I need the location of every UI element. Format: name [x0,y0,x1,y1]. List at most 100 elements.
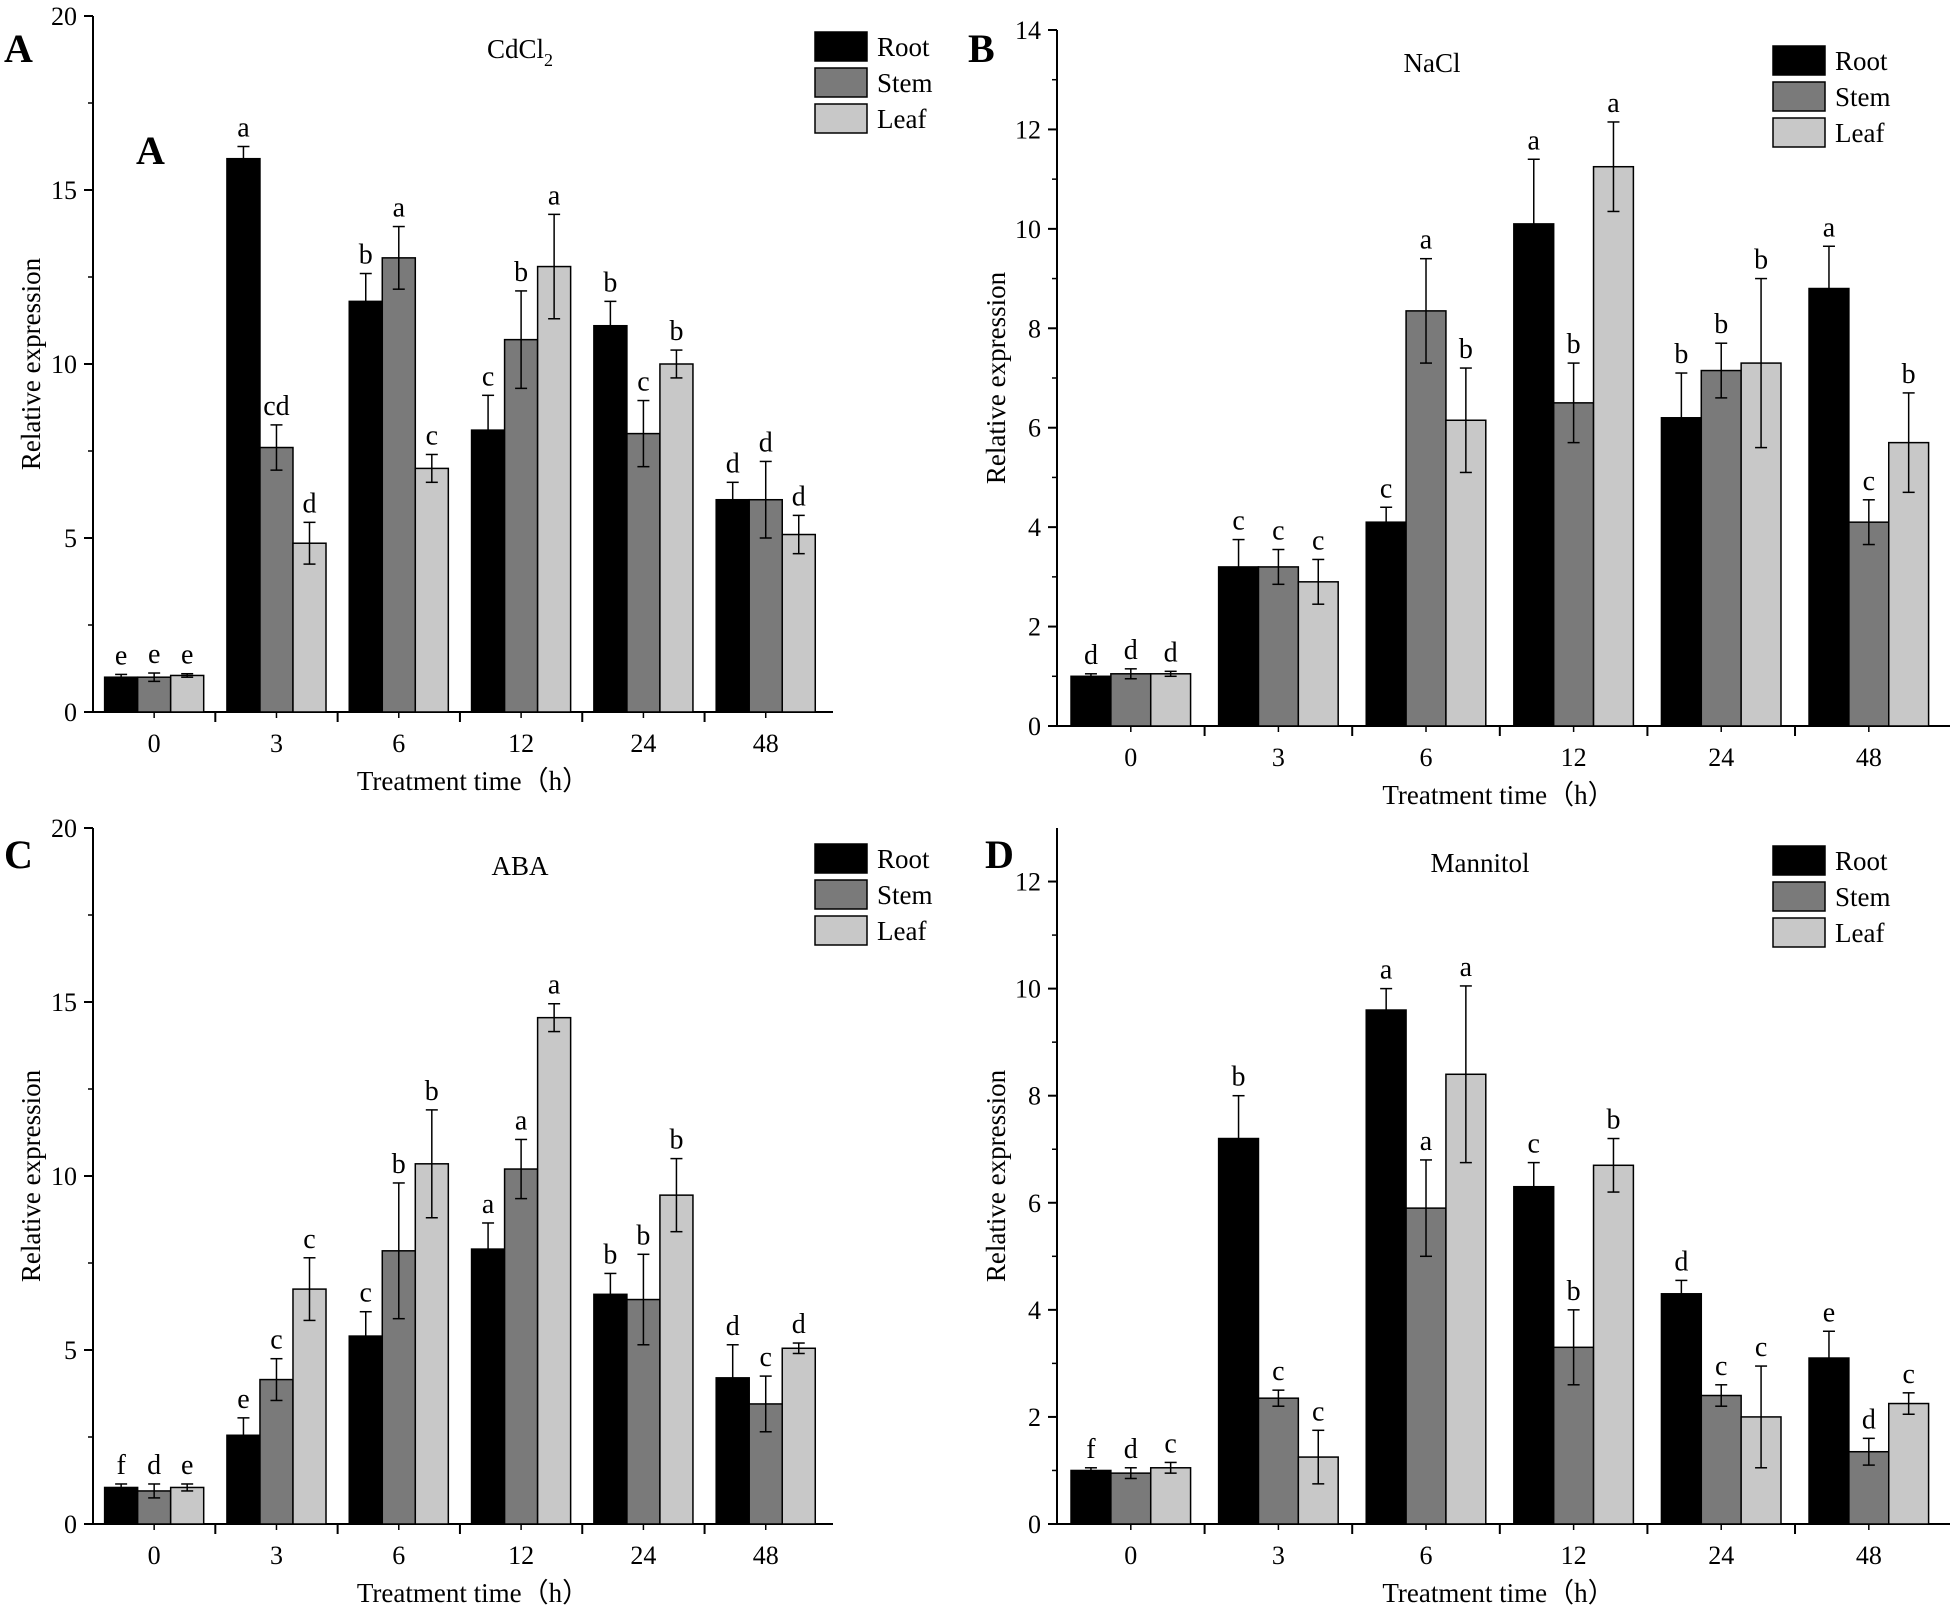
bar-root [1513,223,1555,727]
bar-root [348,300,384,713]
x-tick-label: 48 [753,1541,779,1570]
significance-letter: a [482,1189,495,1220]
significance-letter: b [1567,329,1581,360]
bar-stem [259,446,294,713]
legend-swatch-leaf [1772,117,1826,148]
y-axis-label: Relative expression [981,271,1011,484]
bar-leaf [781,1347,817,1525]
x-axis-label: Treatment time（h） [357,766,589,796]
chart-title: CdCl2 [487,34,553,70]
significance-letter: d [1124,635,1138,666]
x-tick-label: 12 [508,1541,534,1570]
bar-root [1513,1185,1555,1525]
y-axis-label: Relative expression [16,1069,46,1282]
bar-stem [1257,566,1300,727]
x-tick-label: 24 [630,1541,656,1570]
bar-root [593,1293,628,1525]
legend-label-stem: Stem [1835,82,1891,112]
y-tick-label: 6 [1028,414,1041,443]
significance-letter: e [237,1384,249,1415]
legend-swatch-stem [814,879,868,910]
significance-letter: b [425,1076,439,1107]
legend-label-root: Root [1835,46,1888,76]
bar-leaf [1592,1164,1635,1525]
x-tick-label: 12 [508,729,534,758]
significance-letter: b [1674,339,1688,370]
panel-a-inner-label: A [136,128,165,173]
x-tick-label: 0 [1124,1541,1137,1570]
x-tick-label: 0 [148,729,161,758]
x-tick-label: 48 [753,729,779,758]
bar-leaf [1149,1467,1192,1525]
x-tick-label: 24 [1708,743,1734,772]
significance-letter: b [1567,1276,1581,1307]
significance-letter: b [1606,1105,1620,1136]
bar-leaf [659,363,694,713]
bar-root [1070,1469,1112,1525]
y-tick-label: 14 [1015,16,1041,45]
bar-leaf [659,1194,694,1525]
y-tick-label: 4 [1028,513,1041,542]
bar-stem [1405,1207,1447,1525]
significance-letter: c [426,420,438,451]
significance-letter: d [759,427,773,458]
y-tick-label: 5 [64,524,77,553]
significance-letter: a [548,970,561,1001]
y-tick-label: 0 [1028,1510,1041,1539]
significance-letter: a [237,113,250,144]
bar-root [1660,417,1703,727]
significance-letter: c [1312,525,1324,556]
significance-letter: e [115,640,127,671]
bar-stem [259,1378,294,1525]
legend-swatch-root [1772,845,1826,876]
significance-letter: c [1272,516,1284,547]
significance-letter: c [1863,466,1875,497]
significance-letter: c [1902,1359,1914,1390]
y-tick-label: 10 [51,1162,77,1191]
significance-letter: c [360,1278,372,1309]
significance-letter: c [482,361,494,392]
significance-letter: b [636,1220,650,1251]
bar-leaf [414,467,450,713]
legend-swatch-stem [1772,81,1826,112]
legend-label-root: Root [1835,846,1888,876]
significance-letter: a [515,1105,528,1136]
legend: Root Stem Leaf [814,843,933,946]
bar-leaf [1592,165,1635,727]
bar-leaf [536,265,572,713]
x-axis-label: Treatment time（h） [1382,1578,1614,1608]
legend: Root Stem Leaf [814,31,933,134]
chart-title: NaCl [1404,48,1461,78]
x-tick-label: 48 [1856,743,1882,772]
bar-root [1217,1137,1260,1525]
bar-stem [748,1403,783,1525]
significance-letter: c [1164,1428,1176,1459]
legend-label-leaf: Leaf [1835,918,1884,948]
legend-label-leaf: Leaf [1835,118,1884,148]
x-tick-label: 48 [1856,1541,1882,1570]
y-tick-label: 15 [51,988,77,1017]
y-tick-label: 20 [51,814,77,843]
x-tick-label: 6 [392,1541,405,1570]
significance-letter: f [116,1450,126,1481]
x-tick-label: 0 [1124,743,1137,772]
bar-root [1365,521,1407,727]
significance-letter: d [1862,1404,1876,1435]
x-axis-label: Treatment time（h） [1382,780,1614,810]
bar-leaf [169,674,205,713]
bar-root [1660,1293,1703,1525]
legend-label-leaf: Leaf [877,104,926,134]
y-tick-label: 4 [1028,1296,1041,1325]
bar-stem [1110,1472,1152,1525]
y-tick-label: 15 [51,176,77,205]
significance-letter: b [1754,245,1768,276]
bar-root [103,676,139,713]
significance-letter: c [1272,1356,1284,1387]
bar-root [1365,1009,1407,1525]
significance-letter: a [1380,955,1393,986]
significance-letter: e [181,1450,193,1481]
y-tick-label: 0 [1028,712,1041,741]
legend-label-root: Root [877,844,930,874]
bar-stem [136,676,172,713]
